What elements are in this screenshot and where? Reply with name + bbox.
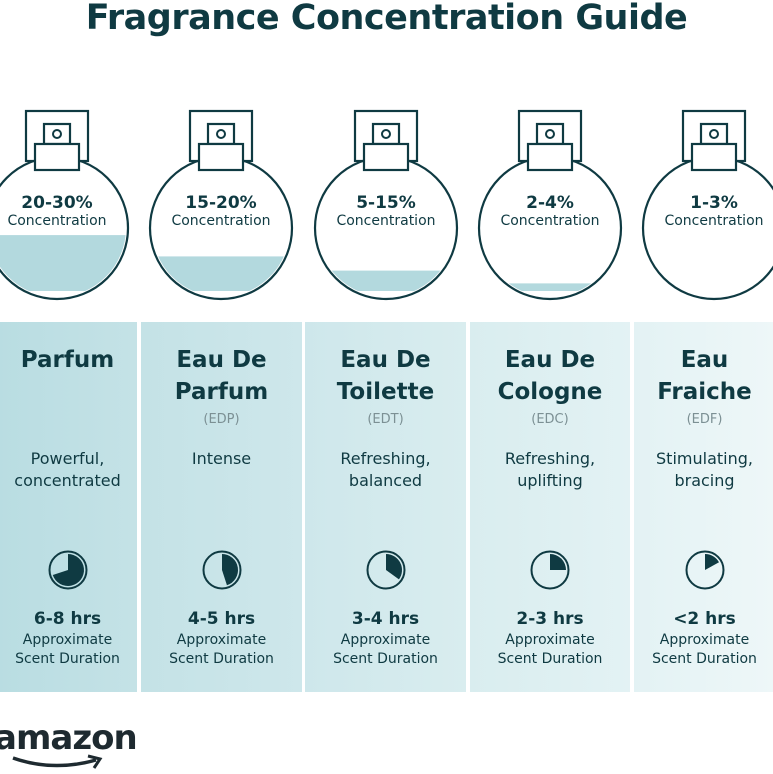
concentration-text: Concentration xyxy=(500,213,600,229)
type-name-line: Toilette xyxy=(336,379,435,405)
bottle-row xyxy=(0,109,773,303)
logo-text: amazon xyxy=(0,718,138,758)
type-column-3: Eau De Cologne (EDC) Refreshing, uplifting… xyxy=(470,322,630,692)
duration-label: Approximate Scent Duration xyxy=(0,631,137,669)
concentration-label: 2-4% Concentration xyxy=(480,193,620,229)
concentration-percent: 15-20% xyxy=(185,193,257,213)
type-name-line: Cologne xyxy=(497,379,603,405)
type-description: Powerful, concentrated xyxy=(0,448,137,492)
duration-line: Scent Duration xyxy=(333,651,438,667)
duration-hours: 3-4 hrs xyxy=(351,609,420,629)
type-name-line: Parfum xyxy=(174,379,269,405)
duration-hours: 4-5 hrs xyxy=(187,609,256,629)
page-title: Fragrance Concentration Guide xyxy=(85,0,688,38)
concentration-text: Concentration xyxy=(7,213,107,229)
duration-label: Approximate Scent Duration xyxy=(141,631,302,669)
type-name-line: Parfum xyxy=(20,347,115,373)
desc-line: Refreshing, xyxy=(340,449,431,468)
timer-icon xyxy=(48,550,87,590)
type-name: Eau Fraiche xyxy=(634,344,773,408)
type-name-line: Eau xyxy=(680,347,729,373)
type-name-line: Eau De xyxy=(176,347,267,373)
duration-line: Approximate xyxy=(176,632,267,648)
duration-hours: 2-3 hrs xyxy=(516,609,584,629)
duration-hours: 6-8 hrs xyxy=(33,609,102,629)
duration-line: Scent Duration xyxy=(15,651,120,667)
duration-line: Approximate xyxy=(340,632,431,648)
duration-line: Approximate xyxy=(22,632,113,648)
type-column-4: Eau Fraiche (EDF) Stimulating, bracing <2 … xyxy=(634,322,773,692)
concentration-percent: 1-3% xyxy=(690,193,738,213)
duration-line: Approximate xyxy=(505,632,595,648)
concentration-text: Concentration xyxy=(336,213,436,229)
smile-arrow-icon xyxy=(12,754,103,769)
desc-line: balanced xyxy=(348,471,423,490)
duration-hours: <2 hrs xyxy=(673,609,736,629)
type-column-1: Eau De Parfum (EDP) Intense 4-5 hrs Appro… xyxy=(141,322,302,692)
bottle-4 xyxy=(641,109,773,303)
type-name-line: Eau De xyxy=(340,347,431,373)
bottle-3 xyxy=(477,109,623,303)
duration-label: Approximate Scent Duration xyxy=(470,631,630,669)
desc-line: Powerful, xyxy=(30,449,105,468)
duration-label: Approximate Scent Duration xyxy=(634,631,773,669)
duration-line: Scent Duration xyxy=(497,651,603,667)
type-name: Parfum xyxy=(0,344,137,376)
duration-label: Approximate Scent Duration xyxy=(305,631,466,669)
type-name-line: Eau De xyxy=(504,347,596,373)
concentration-text: Concentration xyxy=(664,213,764,229)
type-description: Refreshing, uplifting xyxy=(470,448,630,492)
bottle-neck xyxy=(690,142,738,172)
type-abbreviation: (EDT) xyxy=(367,412,404,427)
bottle-neck xyxy=(33,142,81,172)
type-name: Eau De Cologne xyxy=(470,344,630,408)
duration-line: Approximate xyxy=(659,632,750,648)
desc-line: Stimulating, xyxy=(656,449,753,468)
type-name-line: Fraiche xyxy=(657,379,752,405)
desc-line: bracing xyxy=(674,471,735,490)
desc-line: concentrated xyxy=(14,471,121,490)
desc-line: Intense xyxy=(191,449,252,468)
concentration-percent: 5-15% xyxy=(356,193,416,213)
bottle-neck xyxy=(526,142,574,172)
type-description: Intense xyxy=(141,448,302,470)
type-abbreviation: (EDC) xyxy=(531,412,569,427)
duration-line: Scent Duration xyxy=(652,651,757,667)
bottle-neck xyxy=(197,142,245,172)
concentration-label: 20-30% Concentration xyxy=(0,193,127,229)
amazon-logo: amazon xyxy=(0,718,138,769)
concentration-percent: 2-4% xyxy=(526,193,574,213)
type-abbreviation: (EDP) xyxy=(203,412,240,427)
liquid-fill xyxy=(152,256,290,297)
timer-icon xyxy=(685,550,724,590)
duration-line: Scent Duration xyxy=(169,651,274,667)
bottle-0 xyxy=(0,109,130,303)
type-column-2: Eau De Toilette (EDT) Refreshing, balanced… xyxy=(305,322,466,692)
type-column-0: Parfum Powerful, concentrated 6-8 hrs App… xyxy=(0,322,137,692)
concentration-label: 5-15% Concentration xyxy=(316,193,456,229)
desc-line: Refreshing, xyxy=(504,449,596,468)
concentration-text: Concentration xyxy=(171,213,271,229)
type-abbreviation: (EDF) xyxy=(686,412,723,427)
bottle-neck xyxy=(362,142,410,172)
concentration-label: 1-3% Concentration xyxy=(644,193,773,229)
timer-icon xyxy=(530,550,570,590)
type-name: Eau De Toilette xyxy=(305,344,466,408)
timer-icon xyxy=(202,550,241,590)
type-description: Refreshing, balanced xyxy=(305,448,466,492)
type-name: Eau De Parfum xyxy=(141,344,302,408)
concentration-percent: 20-30% xyxy=(21,193,93,213)
concentration-label: 15-20% Concentration xyxy=(151,193,291,229)
timer-icon xyxy=(366,550,405,590)
type-description: Stimulating, bracing xyxy=(634,448,773,492)
desc-line: uplifting xyxy=(517,471,583,490)
